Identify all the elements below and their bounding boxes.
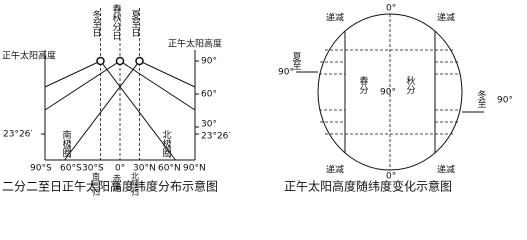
curve-label: 春秋分日 xyxy=(111,3,122,40)
season-label: 夏至 xyxy=(291,52,302,70)
caption: 正午太阳高度随纬度变化示意图 xyxy=(284,179,452,194)
x-tick-label: 90°S xyxy=(30,164,52,174)
sun xyxy=(135,56,144,66)
caption: 二分二至日正午太阳高度纬度分布示意图 xyxy=(2,179,218,194)
curve xyxy=(64,60,196,161)
axis-title: 正午太阳高度 xyxy=(2,50,56,62)
x-tick-label: 60°S xyxy=(60,164,82,174)
axis-title: 正午太阳高度 xyxy=(168,38,222,50)
angle-label: 90° xyxy=(497,96,513,106)
sun xyxy=(115,56,125,66)
tick-label: 60° xyxy=(201,90,217,100)
curve-label: 冬至日 xyxy=(91,9,102,37)
tick-label: 30° xyxy=(201,120,217,130)
top-label: 0° xyxy=(386,4,396,14)
angle-label: 90° xyxy=(278,68,294,78)
trend-label: 递减 xyxy=(437,164,455,176)
trend-label: 递减 xyxy=(326,164,344,176)
page: 冬至日 春秋分日 夏至日 正午太阳高度 正午太阳高度 23°26′ 90° 60… xyxy=(2,3,513,196)
x-tick-label: 60°N xyxy=(158,164,181,174)
latitude-label: 北极圈 xyxy=(161,130,172,158)
left-diagram: 冬至日 春秋分日 夏至日 正午太阳高度 正午太阳高度 23°26′ 90° 60… xyxy=(2,3,230,196)
trend-label: 递减 xyxy=(437,12,455,24)
x-tick-label: 90°N xyxy=(183,164,206,174)
center-label: 春分 xyxy=(358,75,369,95)
latitude-label: 南极圈 xyxy=(61,129,72,158)
sun xyxy=(96,56,105,66)
x-tick-label: 30°S xyxy=(82,164,104,174)
center-label: 秋分 xyxy=(405,75,416,95)
x-tick-label: 0° xyxy=(115,164,125,174)
tick-label: 23°26′ xyxy=(201,132,230,142)
latitude-label: 南回归线 xyxy=(92,171,101,196)
curve-label: 夏至日 xyxy=(130,10,141,37)
right-diagram: 0° 0° 90° 90° 90° 夏至 冬至 春分 秋分 递减 递减 递减 递… xyxy=(278,4,513,194)
bottom-label: 0° xyxy=(386,172,396,182)
center-label: 90° xyxy=(380,88,396,98)
tick-label: 90° xyxy=(201,57,217,67)
hatch xyxy=(319,49,461,135)
latitude-label: 赤道 xyxy=(111,174,122,193)
season-label: 冬至 xyxy=(476,89,487,108)
latitude-label: 北回归线 xyxy=(131,172,140,196)
trend-label: 递减 xyxy=(326,12,344,24)
tick-label: 23°26′ xyxy=(3,130,32,140)
x-tick-label: 30°N xyxy=(133,164,156,174)
